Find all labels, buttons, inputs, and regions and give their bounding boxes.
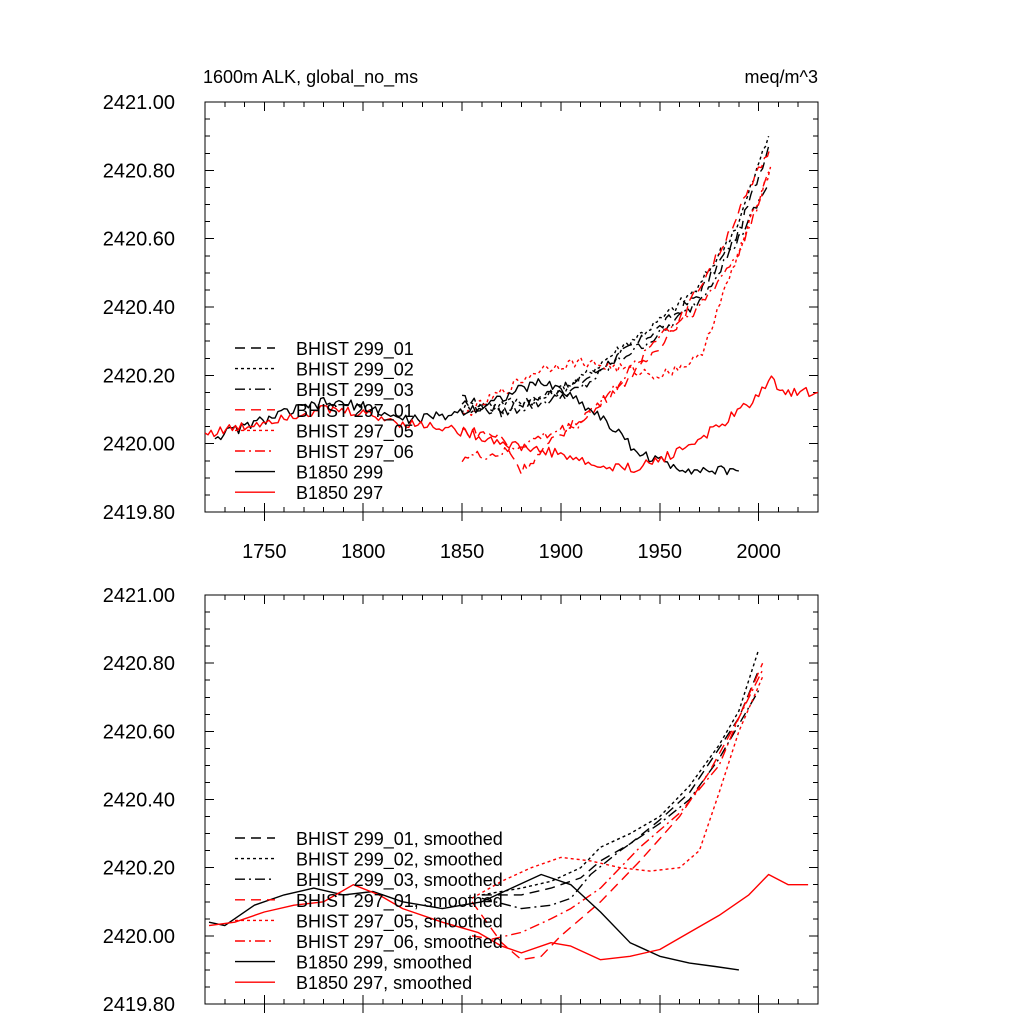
legend-label: BHIST 299_01, smoothed xyxy=(296,829,503,850)
series-line-bhist-299-03 xyxy=(461,183,770,419)
y-tick-label: 2420.80 xyxy=(103,160,175,182)
y-tick-label: 2420.80 xyxy=(103,653,175,675)
legend-label: B1850 299 xyxy=(296,463,383,483)
series-line-bhist-297-05-smoothed xyxy=(471,676,764,899)
y-tick-label: 2420.00 xyxy=(103,434,175,456)
series-group xyxy=(208,649,809,971)
series-line-bhist-297-01 xyxy=(462,146,772,476)
legend-label: B1850 299, smoothed xyxy=(296,953,472,973)
y-tick-label: 2420.20 xyxy=(103,365,175,387)
y-tick-label: 2420.00 xyxy=(103,926,175,948)
series-line-bhist-297-06-smoothed xyxy=(471,669,764,940)
x-tick-label: 1850 xyxy=(440,541,485,563)
legend-label: BHIST 297_05 xyxy=(296,421,414,442)
series-line-bhist-297-05 xyxy=(461,166,772,417)
chart-bottom: 2419.80 2420.00 2420.20 2420.40 2420.60 2420.… xyxy=(103,585,819,1016)
x-tick-label: 1950 xyxy=(638,541,683,563)
series-line-bhist-299-02 xyxy=(461,135,770,414)
legend-label: BHIST 299_02, smoothed xyxy=(296,850,503,871)
y-tick-label: 2420.40 xyxy=(103,790,175,812)
y-tick-label: 2420.60 xyxy=(103,721,175,743)
legend-label: BHIST 297_01 xyxy=(296,401,414,422)
legend-label: BHIST 299_03, smoothed xyxy=(296,870,503,891)
series-group xyxy=(205,135,818,476)
x-tick-label: 1750 xyxy=(242,541,287,563)
y-tick-label: 2420.60 xyxy=(103,229,175,251)
y-tick-label: 2420.40 xyxy=(103,297,175,319)
chart-title-left: 1600m ALK, global_no_ms xyxy=(203,67,418,88)
series-line-b1850-297 xyxy=(205,375,818,473)
series-line-bhist-299-01-smoothed xyxy=(481,669,760,896)
y-tick-label: 2420.20 xyxy=(103,858,175,880)
legend-label: B1850 297, smoothed xyxy=(296,973,472,993)
y-tick-label: 2421.00 xyxy=(103,92,175,114)
y-tick-label: 2419.80 xyxy=(103,994,175,1016)
x-tick-label: 2000 xyxy=(736,541,781,563)
legend-label: BHIST 299_02 xyxy=(296,360,414,381)
chart-units-label: meq/m^3 xyxy=(745,67,818,87)
legend-label: BHIST 297_01, smoothed xyxy=(296,891,503,912)
series-line-bhist-299-01 xyxy=(462,146,770,414)
series-line-bhist-299-03-smoothed xyxy=(481,690,760,910)
legend-label: BHIST 299_01 xyxy=(296,339,414,360)
legend-label: BHIST 297_05, smoothed xyxy=(296,911,503,932)
legend-label: BHIST 297_06 xyxy=(296,442,414,463)
legend-label: BHIST 299_03 xyxy=(296,380,414,401)
series-line-bhist-299-02-smoothed xyxy=(481,649,760,896)
series-line-bhist-297-06 xyxy=(461,169,772,463)
series-line-b1850-297-smoothed xyxy=(208,873,809,961)
series-line-b1850-299-smoothed xyxy=(208,873,739,971)
x-tick-label: 1900 xyxy=(539,541,584,563)
y-tick-label: 2421.00 xyxy=(103,585,175,607)
legend-label: BHIST 297_06, smoothed xyxy=(296,932,503,953)
chart-top: 1600m ALK, global_no_ms meq/m^3 2419.80 2… xyxy=(103,67,819,563)
y-tick-label: 2419.80 xyxy=(103,502,175,524)
x-tick-label: 1800 xyxy=(341,541,386,563)
series-line-bhist-297-01-smoothed xyxy=(471,662,764,961)
legend-label: B1850 297 xyxy=(296,483,383,503)
series-line-b1850-299 xyxy=(214,378,740,476)
